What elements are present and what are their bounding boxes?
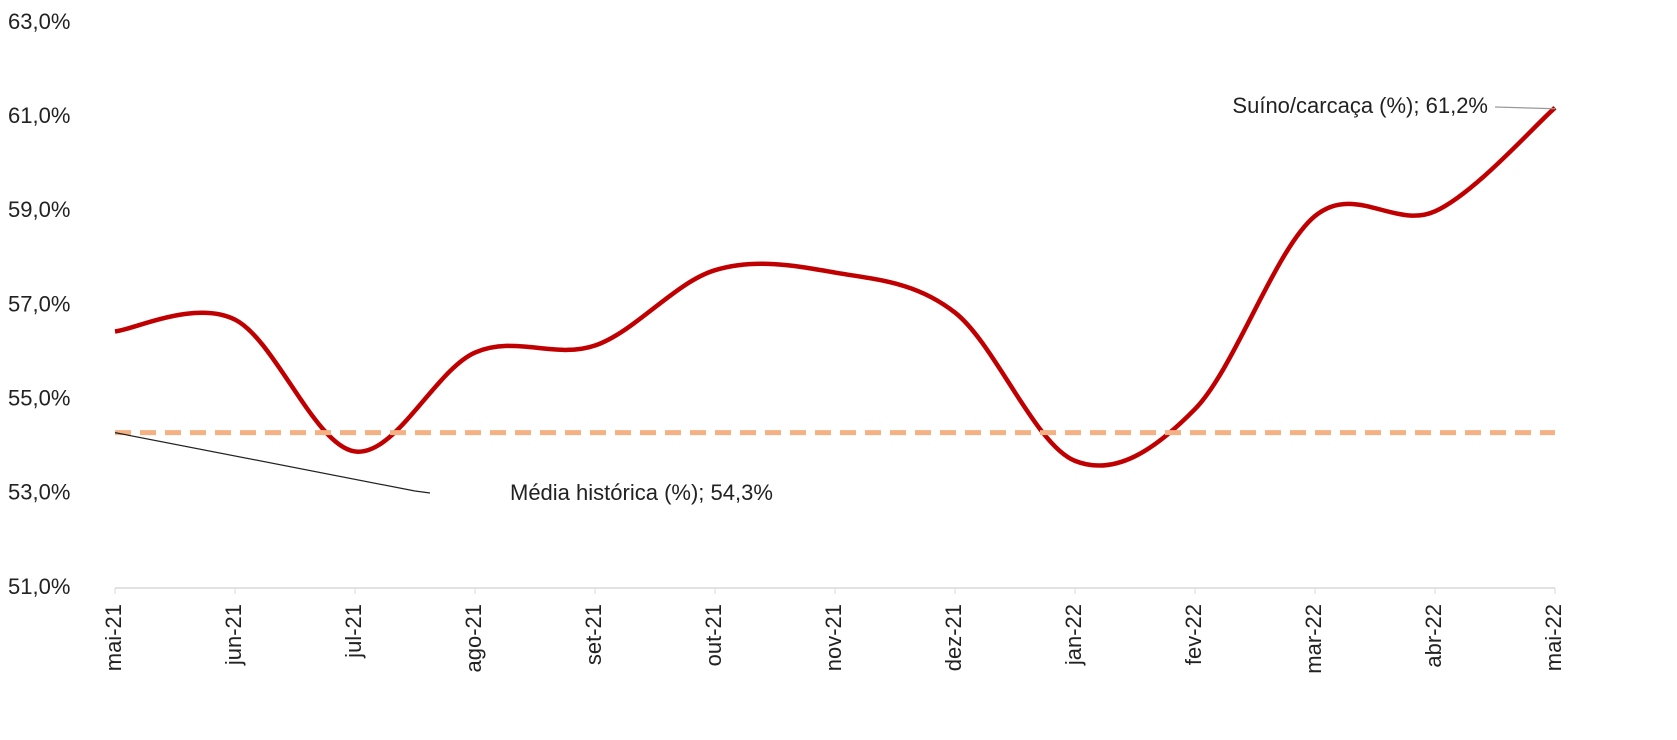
x-tick-label: jul-21 [341,604,366,659]
x-tick-label: mai-21 [101,604,126,671]
leader-line [114,432,431,494]
x-tick-label: out-21 [701,604,726,666]
y-tick-label: 57,0% [8,291,70,316]
y-tick-label: 61,0% [8,103,70,128]
x-tick-label: jun-21 [221,604,246,666]
x-tick-label: nov-21 [821,604,846,671]
y-tick-label: 51,0% [8,574,70,599]
x-tick-label: fev-22 [1181,604,1206,665]
series-line [114,106,1557,468]
leader-line [1494,106,1556,110]
x-tick-label: set-21 [581,604,606,665]
y-tick-label: 63,0% [8,9,70,34]
data-label: Suíno/carcaça (%); 61,2% [1232,93,1488,118]
x-tick-label: mar-22 [1301,604,1326,674]
x-tick-label: abr-22 [1421,604,1446,668]
x-tick-label: mai-22 [1541,604,1566,671]
x-tick-label: dez-21 [941,604,966,671]
y-tick-label: 53,0% [8,480,70,505]
x-tick-label: ago-21 [461,604,486,673]
x-tick-label: jan-22 [1061,604,1086,666]
y-tick-label: 55,0% [8,385,70,410]
data-label: Média histórica (%); 54,3% [510,480,773,505]
y-tick-label: 59,0% [8,197,70,222]
